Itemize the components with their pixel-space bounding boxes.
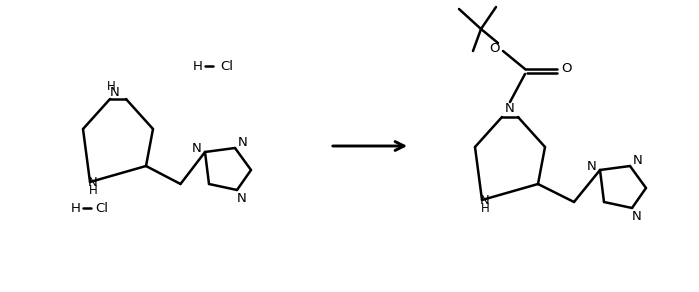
Text: N: N [587,161,597,173]
Text: N: N [88,176,98,190]
Text: O: O [562,62,572,76]
Text: O: O [490,41,500,55]
Text: H: H [71,201,81,215]
Text: N: N [632,209,642,223]
Text: Cl: Cl [96,201,108,215]
Text: Cl: Cl [220,60,233,72]
Text: H: H [89,185,97,197]
Text: N: N [505,102,515,116]
Text: N: N [110,86,120,100]
Text: N: N [237,192,247,204]
Text: H: H [481,202,489,215]
Text: N: N [480,194,490,208]
Text: N: N [238,136,248,150]
Text: N: N [192,142,202,156]
Text: N: N [633,154,643,168]
Text: H: H [107,81,115,93]
Text: H: H [193,60,203,72]
